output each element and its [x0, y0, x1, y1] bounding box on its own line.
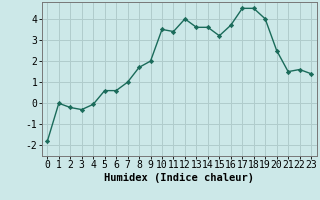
- X-axis label: Humidex (Indice chaleur): Humidex (Indice chaleur): [104, 173, 254, 183]
